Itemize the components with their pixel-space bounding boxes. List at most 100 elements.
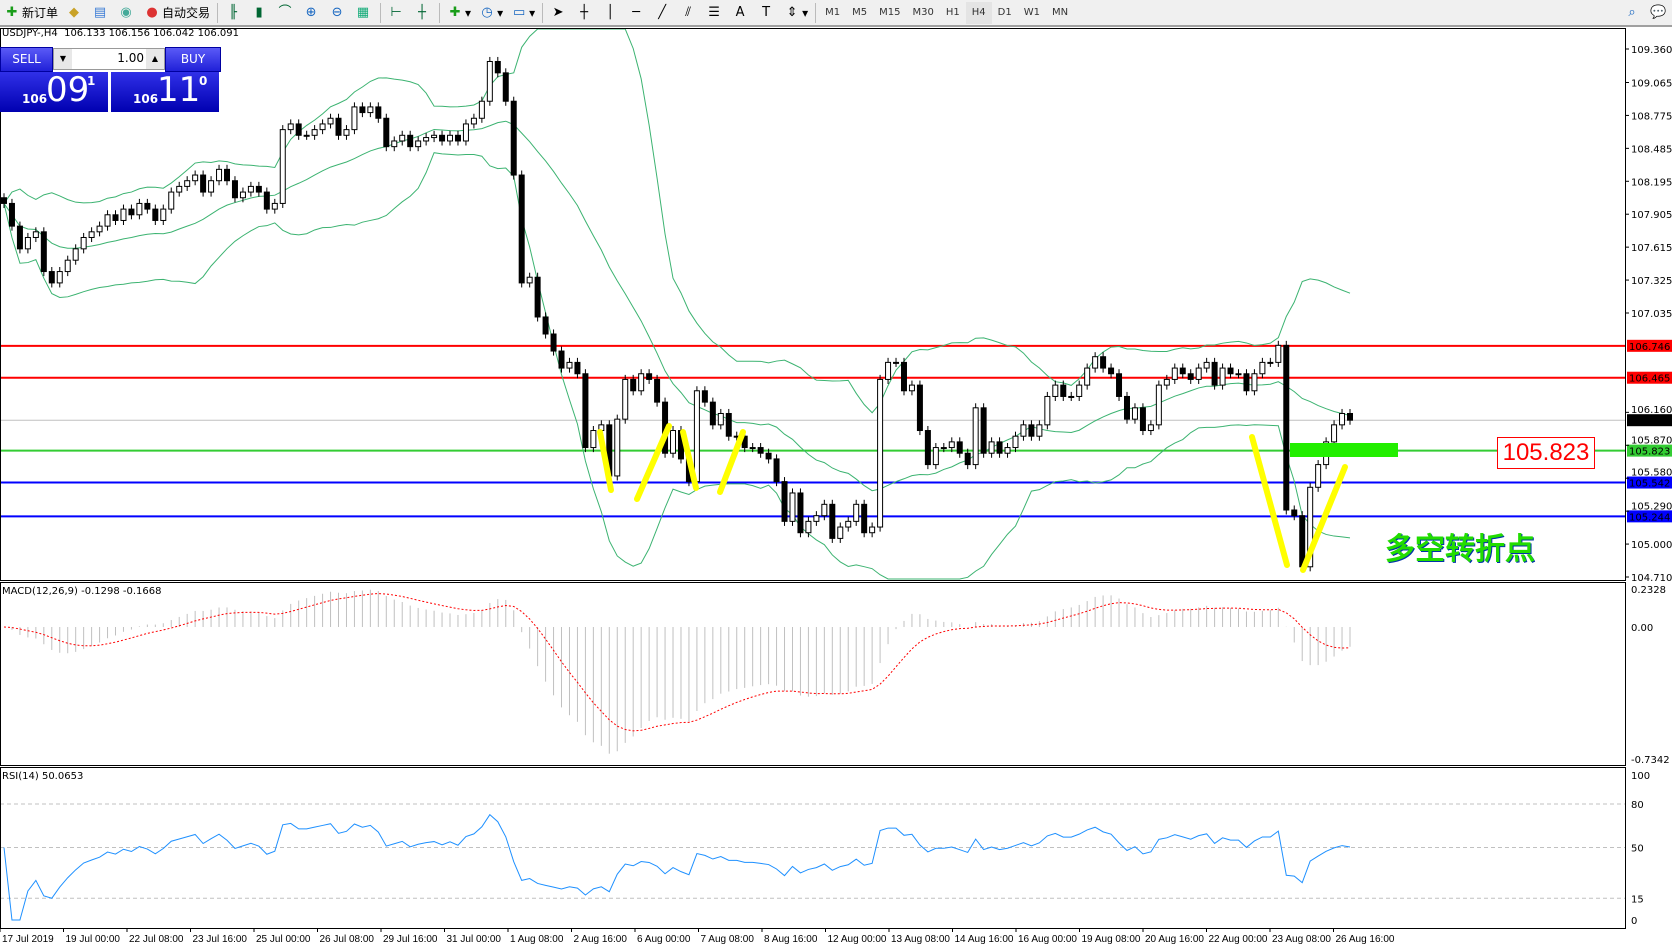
fibonacci-icon: ☰ — [708, 4, 720, 20]
bid-price[interactable]: 106 09 1 — [0, 70, 108, 112]
vertical-line-button[interactable]: │ — [598, 2, 624, 24]
timeframe-h1[interactable]: H1 — [945, 6, 960, 18]
search-button[interactable]: ⌕ — [1620, 2, 1646, 24]
zoom-out-button[interactable]: ⊖ — [325, 2, 351, 24]
horizontal-line-button[interactable]: ─ — [624, 2, 650, 24]
drawn-line[interactable] — [597, 429, 614, 493]
timeframe-w1[interactable]: W1 — [1023, 6, 1040, 18]
price-tick-label: 108.195 — [1631, 177, 1672, 188]
trendline-icon: ╱ — [658, 4, 667, 20]
candle-bear — [255, 185, 262, 193]
new-order-button[interactable]: ✚ 新订单 — [0, 2, 62, 24]
zoom-in-button[interactable]: ⊕ — [299, 2, 325, 24]
autoscroll-button[interactable]: ⊢ — [384, 2, 410, 24]
rsi-line — [3, 813, 1351, 921]
candle-bull — [932, 447, 939, 466]
candle-bull — [168, 191, 175, 210]
chat-button[interactable]: 💬 — [1646, 2, 1672, 24]
timeframe-h4[interactable]: H4 — [965, 1, 992, 24]
candle-bear — [510, 100, 517, 176]
candle-bear — [1060, 384, 1067, 397]
candlestick-button[interactable]: ▮ — [247, 2, 273, 24]
lot-decrease-icon[interactable]: ▼ — [54, 49, 72, 69]
candlestick-icon: ▮ — [255, 4, 263, 20]
candle-bull — [160, 208, 167, 221]
equidistant-channel-button[interactable]: ⫽ — [676, 2, 702, 24]
candle-bull — [239, 191, 246, 199]
time-tick-label: 22 Aug 00:00 — [1209, 934, 1268, 945]
timeframe-m1[interactable]: M1 — [825, 6, 841, 18]
level-label-bg — [1627, 371, 1672, 384]
tile-button[interactable]: ▦ — [351, 2, 377, 24]
candle-bull — [478, 100, 485, 119]
time-tick-label: 26 Jul 08:00 — [320, 934, 375, 945]
symbol-info: USDJPY-,H4 106.133 106.156 106.042 106.0… — [2, 28, 240, 39]
timeframe-m5[interactable]: M5 — [852, 6, 868, 18]
timeframe-m15[interactable]: M15 — [879, 6, 901, 18]
text-label-button[interactable]: T — [754, 2, 780, 24]
candle-bear — [797, 492, 804, 534]
crosshair-button[interactable]: ┼ — [572, 2, 598, 24]
fibonacci-button[interactable]: ☰ — [702, 2, 728, 24]
text-button[interactable]: A — [728, 2, 754, 24]
candle-bear — [1108, 367, 1115, 375]
time-tick-label: 13 Aug 08:00 — [891, 934, 950, 945]
drawn-line[interactable] — [680, 429, 699, 491]
drawn-line[interactable] — [634, 423, 672, 502]
trendline-button[interactable]: ╱ — [650, 2, 676, 24]
time-tick-label: 19 Aug 08:00 — [1082, 934, 1141, 945]
time-tick-label: 12 Aug 00:00 — [828, 934, 887, 945]
candle-bull — [351, 106, 358, 131]
signal-button[interactable]: ◉ — [114, 2, 140, 24]
auto-trading-label: 自动交易 — [162, 6, 211, 20]
ask-price[interactable]: 106 11 0 — [111, 70, 219, 112]
line-chart-button[interactable]: ⌒ — [273, 2, 299, 24]
candle-bull — [136, 202, 143, 216]
bar-chart-button[interactable]: ╟ — [221, 2, 247, 24]
timeframe-mn[interactable]: MN — [1051, 6, 1069, 18]
price-pane — [0, 28, 1625, 580]
annotation-price-label[interactable]: 105.823 — [1497, 437, 1595, 469]
auto-trading-button[interactable]: ● 自动交易 — [140, 2, 214, 24]
time-tick-label: 17 Jul 2019 — [2, 934, 54, 945]
candle-bear — [964, 452, 971, 466]
candle-bear — [1123, 395, 1130, 420]
drawn-line[interactable] — [1300, 464, 1348, 573]
timeframe-m30[interactable]: M30 — [912, 6, 934, 18]
candle-bull — [319, 123, 326, 131]
bid-fraction: 1 — [87, 74, 96, 88]
level-label-bg — [1627, 476, 1672, 489]
templates-button[interactable]: ▭ ▾ — [512, 4, 536, 20]
rsi-tick-label: 15 — [1631, 894, 1644, 905]
turning-point-zone[interactable] — [1290, 443, 1398, 457]
time-tick-label: 6 Aug 00:00 — [637, 934, 691, 945]
arrows-button[interactable]: ⇕ ▾ — [780, 2, 812, 24]
lot-increase-icon[interactable]: ▲ — [146, 49, 164, 69]
indicators-button[interactable]: ✚ ▾ — [443, 2, 475, 24]
timeframe-d1[interactable]: D1 — [997, 6, 1012, 18]
cursor-button[interactable]: ➤ — [546, 2, 572, 24]
candle-bear — [335, 117, 342, 136]
turning-point-annotation[interactable]: 多空转折点 — [1385, 532, 1535, 567]
terminal-button[interactable]: ▤ — [88, 2, 114, 24]
candle-bear — [980, 407, 987, 454]
buy-button[interactable]: BUY — [165, 47, 221, 72]
candle-bear — [829, 503, 836, 539]
drawn-line[interactable] — [717, 429, 746, 495]
rsi-tick-label: 80 — [1631, 800, 1644, 811]
sell-button[interactable]: SELL — [0, 47, 53, 72]
time-tick-label: 16 Aug 00:00 — [1018, 934, 1077, 945]
level-label: 105.823 — [1629, 447, 1670, 458]
candle-bull — [1068, 395, 1075, 398]
history-button[interactable]: ◆ — [62, 2, 88, 24]
price-tick-label: 105.580 — [1631, 468, 1672, 479]
lot-size-input[interactable]: ▼ 1.00 ▲ — [53, 48, 165, 70]
periods-button[interactable]: ◷ ▾ — [475, 2, 507, 24]
drawn-line[interactable] — [1249, 434, 1290, 568]
chart-shift-button[interactable]: ┼ — [410, 2, 436, 24]
candle-bull — [877, 378, 884, 528]
candle-bear — [701, 390, 708, 403]
macd-tick-label: 0.00 — [1631, 623, 1653, 634]
candle-bull — [415, 140, 422, 148]
